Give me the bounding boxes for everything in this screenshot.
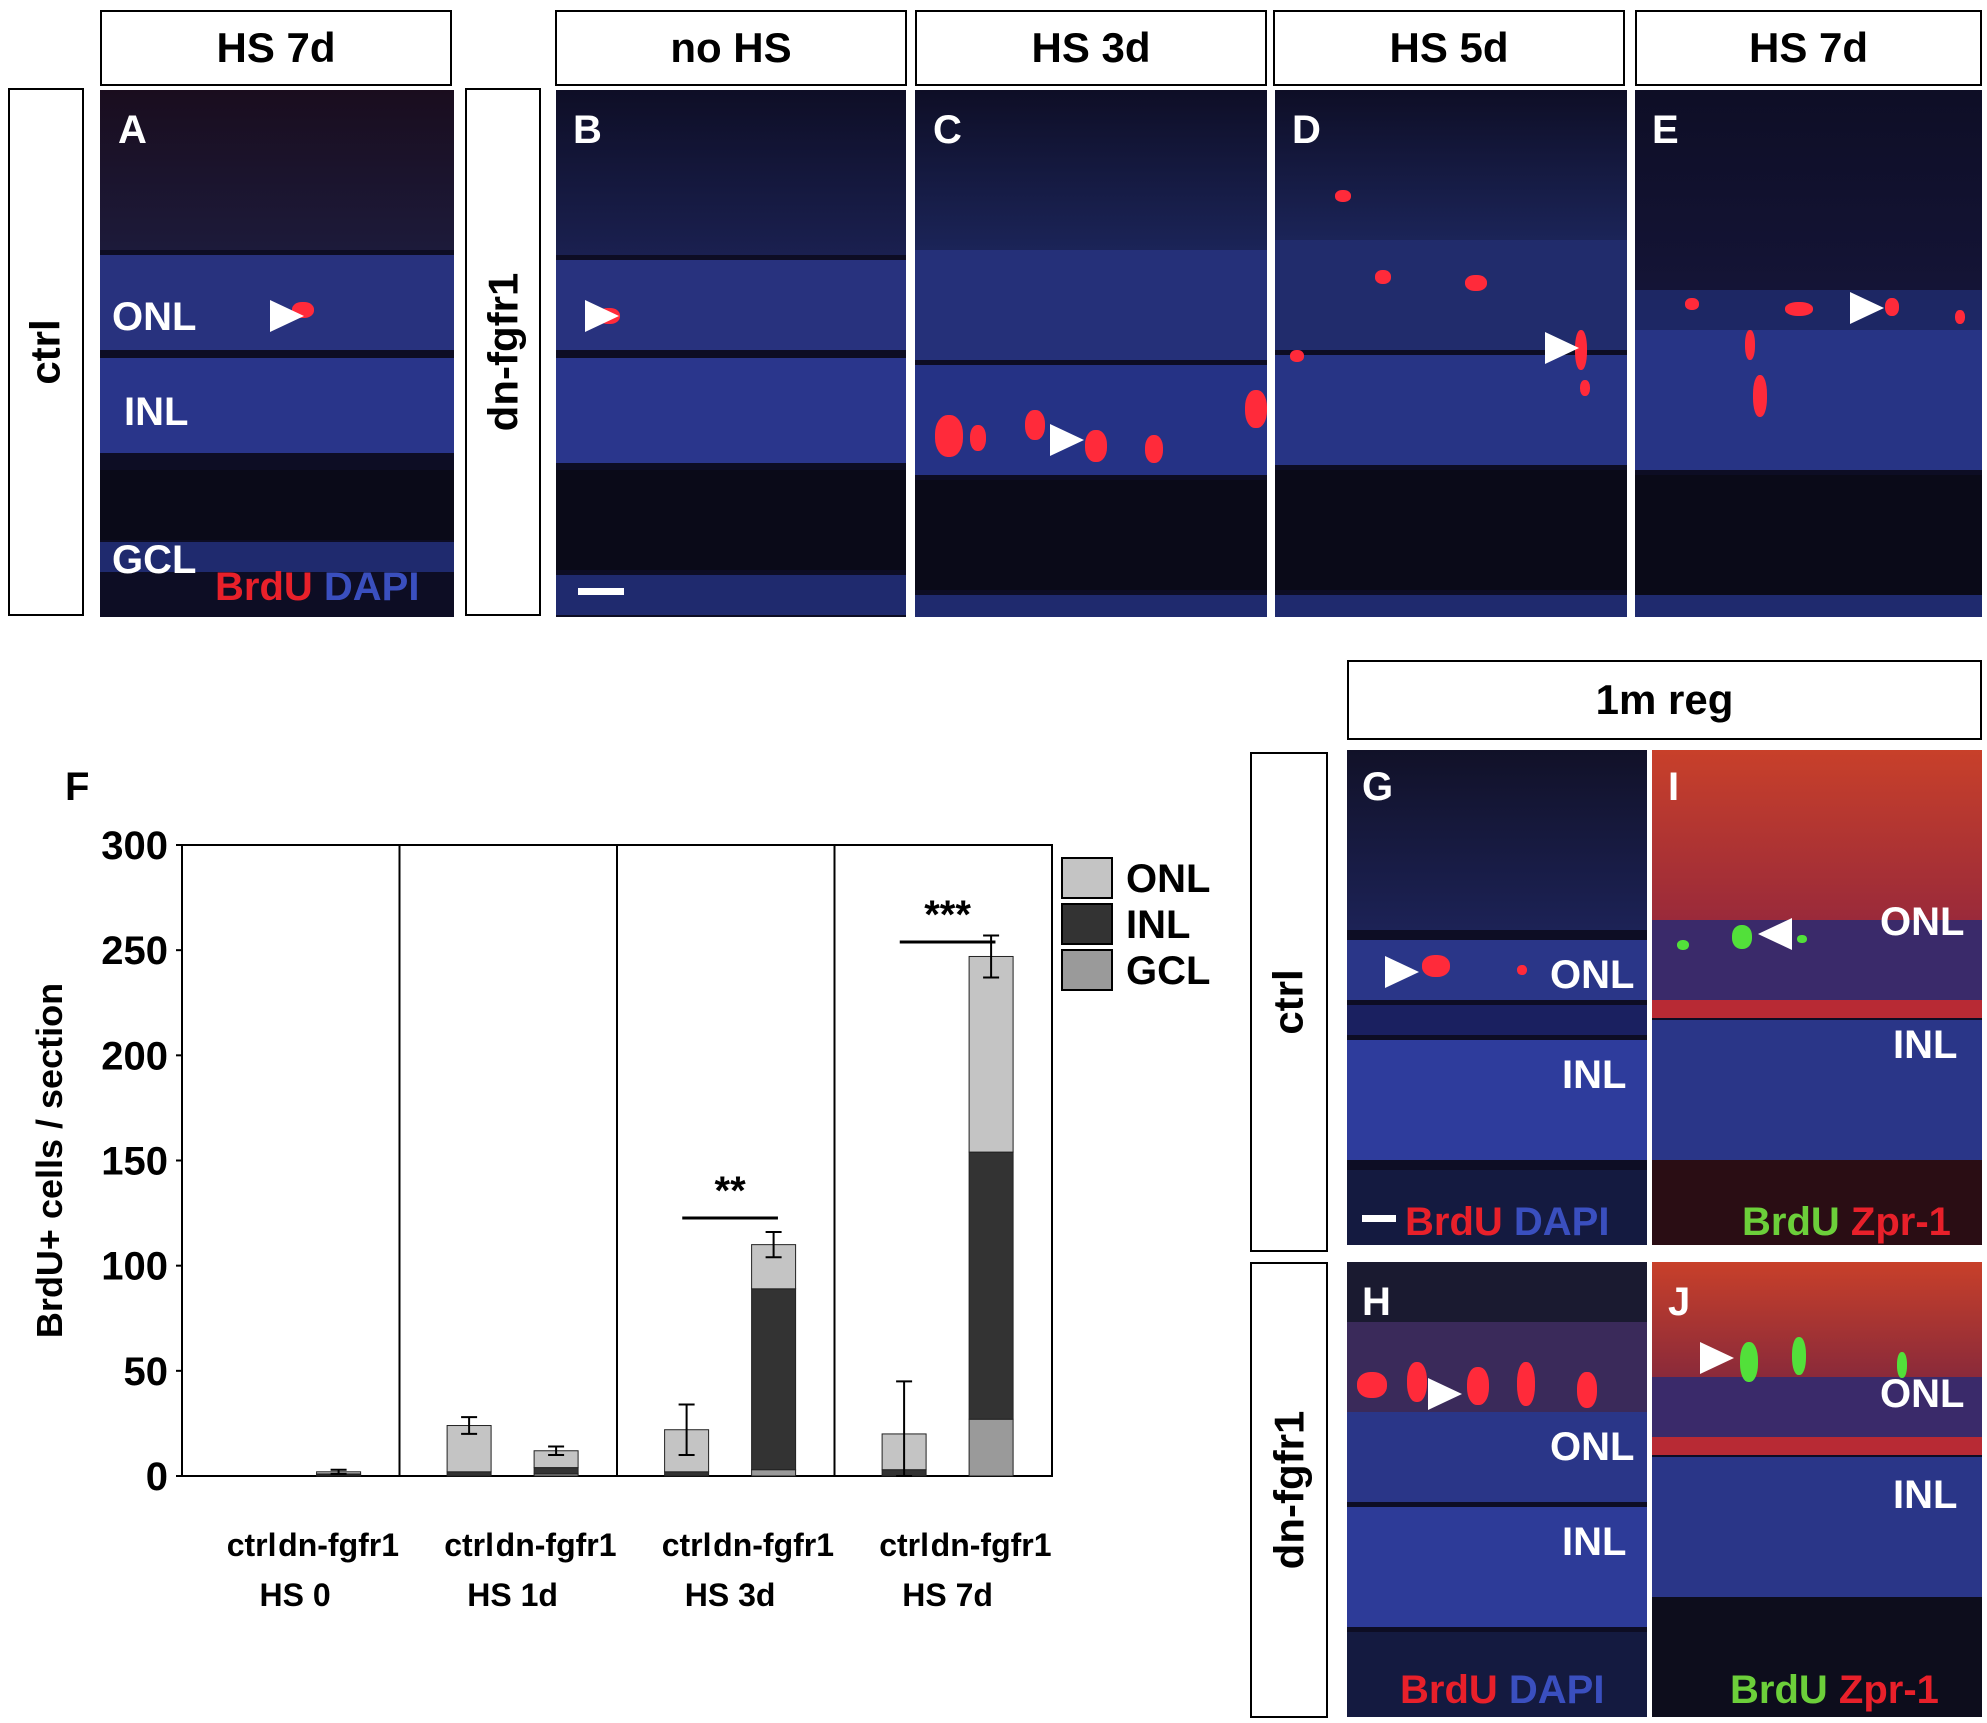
bar-segment-onl <box>968 955 1014 1153</box>
y-tick-label: 200 <box>101 1034 168 1078</box>
arrowhead-icon <box>1050 424 1084 456</box>
legend-label-onl: ONL <box>1126 857 1210 901</box>
layer-label-onl-i: ONL <box>1880 900 1965 944</box>
micrograph-panel-i <box>1652 750 1982 1245</box>
x-category-label: dn-fgfr1 <box>931 1527 1052 1563</box>
panel-letter-b: B <box>573 108 602 152</box>
bar-segment-inl <box>751 1288 797 1471</box>
legend-swatch-gcl <box>1061 949 1113 991</box>
panel-letter-e: E <box>1652 108 1679 152</box>
panel-letter-h: H <box>1362 1280 1391 1324</box>
x-group-label: HS 7d <box>902 1577 993 1613</box>
header-b: no HS <box>555 10 907 86</box>
significance-label: ** <box>715 1169 747 1213</box>
panel-letter-d: D <box>1292 108 1321 152</box>
stain-dapi: DAPI <box>323 565 420 609</box>
stain-label-j: BrdU Zpr-1 <box>1730 1668 1939 1712</box>
panel-letter-f: F <box>65 765 90 809</box>
x-category-label: dn-fgfr1 <box>278 1527 399 1563</box>
y-tick-label: 250 <box>101 929 168 973</box>
bar-segment-inl <box>446 1471 492 1477</box>
x-category-label: ctrl <box>662 1527 712 1563</box>
arrowhead-icon <box>1850 292 1884 324</box>
panel-letter-g: G <box>1362 765 1394 809</box>
micrograph-panel-c <box>915 90 1267 617</box>
arrowhead-icon <box>1545 332 1579 364</box>
panel-letter-a: A <box>118 108 147 152</box>
layer-label-gcl-a: GCL <box>112 538 197 582</box>
layer-label-inl-j: INL <box>1893 1473 1958 1517</box>
arrowhead-icon <box>1758 918 1792 950</box>
micrograph-panel-e <box>1635 90 1982 617</box>
legend-label-gcl: GCL <box>1126 949 1210 993</box>
arrowhead-icon <box>585 300 619 332</box>
stain-label-i: BrdU Zpr-1 <box>1742 1200 1951 1244</box>
y-tick-label: 50 <box>124 1350 169 1394</box>
x-group-label: HS 1d <box>467 1577 558 1613</box>
arrowhead-icon <box>270 300 304 332</box>
micrograph-panel-d <box>1275 90 1627 617</box>
stain-label-g: BrdU DAPI <box>1405 1200 1610 1244</box>
header-a: HS 7d <box>100 10 452 86</box>
x-group-label: HS 3d <box>685 1577 776 1613</box>
layer-label-onl-g: ONL <box>1550 953 1635 997</box>
x-category-label: dn-fgfr1 <box>713 1527 834 1563</box>
bar-segment-inl <box>533 1467 579 1475</box>
y-tick-label: 300 <box>101 824 168 868</box>
arrowhead-icon <box>1428 1378 1462 1410</box>
row-label-ctrl-bottom: ctrl <box>1250 752 1328 1252</box>
header-e: HS 7d <box>1635 10 1982 86</box>
layer-label-onl-a: ONL <box>112 295 197 339</box>
micrograph-panel-g <box>1347 750 1647 1245</box>
stain-brdu: BrdU <box>215 565 313 609</box>
layer-label-inl-g: INL <box>1562 1053 1627 1097</box>
arrowhead-icon <box>1700 1342 1734 1374</box>
row-label-dn-bottom: dn-fgfr1 <box>1250 1262 1328 1718</box>
y-tick-label: 150 <box>101 1140 168 1184</box>
panel-letter-c: C <box>933 108 962 152</box>
bar-segment-gcl <box>751 1469 797 1477</box>
bar-segment-inl <box>664 1471 710 1477</box>
bar-chart: 0 50 100 150 200 250 300 BrdU+ cells / section c… <box>29 824 1210 1613</box>
layer-label-inl-h: INL <box>1562 1520 1627 1564</box>
micrograph-panel-a <box>100 90 454 617</box>
x-group-label: HS 0 <box>260 1577 331 1613</box>
legend-label-inl: INL <box>1126 903 1190 947</box>
arrowhead-icon <box>1385 956 1419 988</box>
x-category-label: ctrl <box>444 1527 494 1563</box>
layer-label-onl-h: ONL <box>1550 1425 1635 1469</box>
layer-label-inl-a: INL <box>124 390 189 434</box>
y-axis-label: BrdU+ cells / section <box>29 983 70 1338</box>
row-label-ctrl-top: ctrl <box>8 88 84 616</box>
legend-swatch-onl <box>1061 857 1113 899</box>
panel-letter-j: J <box>1668 1280 1691 1324</box>
micrograph-panel-h <box>1347 1262 1647 1717</box>
layer-label-onl-j: ONL <box>1880 1372 1965 1416</box>
panel-letter-i: I <box>1668 765 1680 809</box>
stain-label-a: BrdU DAPI <box>215 565 419 610</box>
micrograph-panel-j <box>1652 1262 1982 1717</box>
y-tick-label: 0 <box>146 1455 168 1499</box>
header-d: HS 5d <box>1273 10 1625 86</box>
x-category-label: dn-fgfr1 <box>496 1527 617 1563</box>
x-category-label: ctrl <box>879 1527 929 1563</box>
bar-segment-gcl <box>968 1418 1014 1477</box>
legend-swatch-inl <box>1061 903 1113 945</box>
row-label-dn-top: dn-fgfr1 <box>465 88 541 616</box>
stain-label-h: BrdU DAPI <box>1400 1668 1605 1712</box>
bar-segment-inl <box>968 1151 1014 1420</box>
layer-label-inl-i: INL <box>1893 1023 1958 1067</box>
x-category-label: ctrl <box>227 1527 277 1563</box>
micrograph-panel-b <box>556 90 906 617</box>
header-regen: 1m reg <box>1347 660 1982 740</box>
significance-label: *** <box>924 893 971 937</box>
y-tick-label: 100 <box>101 1245 168 1289</box>
header-c: HS 3d <box>915 10 1267 86</box>
